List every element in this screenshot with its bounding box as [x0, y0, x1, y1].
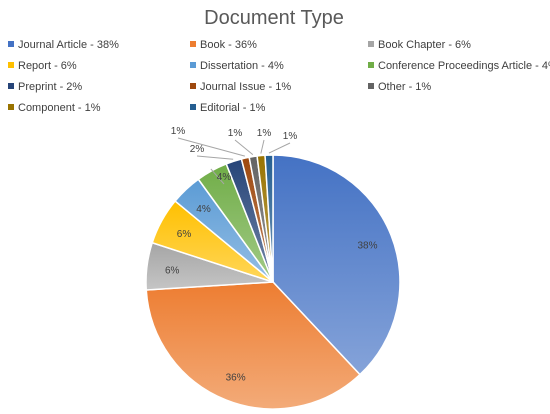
legend-label-component: Component - 1%: [18, 102, 101, 114]
chart-title: Document Type: [204, 7, 344, 29]
leader-line-component: [260, 139, 265, 154]
legend-item-journal-article: Journal Article - 38%: [8, 39, 119, 51]
slice-editorial: [264, 154, 274, 283]
slice-journal-article: [272, 154, 401, 376]
leader-line-preprint: [196, 155, 234, 160]
legend-swatch-editorial: [190, 104, 196, 110]
legend-item-book: Book - 36%: [190, 39, 257, 51]
legend: Journal Article - 38% Book - 36% Book Chap…: [8, 39, 550, 114]
legend-item-preprint: Preprint - 2%: [8, 81, 82, 93]
data-label-preprint: 2%: [190, 144, 205, 155]
legend-swatch-journal-issue: [190, 83, 196, 89]
legend-swatch-report: [8, 62, 14, 68]
legend-label-journal-article: Journal Article - 38%: [18, 39, 119, 51]
leader-line-editorial: [268, 142, 291, 154]
legend-label-report: Report - 6%: [18, 60, 77, 72]
data-labels: 38% 36% 6% 6% 4% 4% 2% 1% 1% 1% 1%: [165, 126, 378, 384]
legend-label-journal-issue: Journal Issue - 1%: [200, 81, 291, 93]
data-label-journal-article: 38%: [357, 241, 377, 252]
legend-label-dissertation: Dissertation - 4%: [200, 60, 284, 72]
legend-swatch-component: [8, 104, 14, 110]
legend-swatch-dissertation: [190, 62, 196, 68]
legend-item-editorial: Editorial - 1%: [190, 102, 266, 114]
data-label-other: 1%: [228, 128, 243, 139]
legend-swatch-preprint: [8, 83, 14, 89]
legend-swatch-other: [368, 83, 374, 89]
data-label-editorial: 1%: [283, 131, 298, 142]
data-label-dissertation: 4%: [196, 204, 211, 215]
legend-item-other: Other - 1%: [368, 81, 431, 93]
data-label-conference-proceedings-article: 4%: [217, 172, 232, 183]
legend-label-book-chapter: Book Chapter - 6%: [378, 39, 471, 51]
legend-item-dissertation: Dissertation - 4%: [190, 60, 284, 72]
leader-lines: [177, 137, 291, 185]
leader-line-journal-issue: [177, 137, 245, 157]
legend-label-editorial: Editorial - 1%: [200, 102, 266, 114]
pie-slices: [145, 154, 401, 410]
legend-swatch-journal-article: [8, 41, 14, 47]
leader-line-conference-proceedings-article: [210, 168, 225, 185]
leader-line-other: [234, 139, 254, 155]
legend-swatch-book-chapter: [368, 41, 374, 47]
legend-swatch-book: [190, 41, 196, 47]
data-label-journal-issue: 1%: [171, 126, 186, 137]
legend-item-report: Report - 6%: [8, 60, 77, 72]
legend-item-component: Component - 1%: [8, 102, 101, 114]
legend-item-book-chapter: Book Chapter - 6%: [368, 39, 471, 51]
slice-book: [145, 281, 362, 410]
data-label-book: 36%: [226, 373, 246, 384]
legend-item-journal-issue: Journal Issue - 1%: [190, 81, 291, 93]
legend-label-other: Other - 1%: [378, 81, 431, 93]
legend-item-conference-proceedings-article: Conference Proceedings Article - 4%: [368, 60, 550, 72]
data-label-component: 1%: [257, 128, 272, 139]
data-label-book-chapter: 6%: [165, 265, 180, 276]
data-label-report: 6%: [177, 229, 192, 240]
legend-label-preprint: Preprint - 2%: [18, 81, 82, 93]
legend-swatch-conference-proceedings-article: [368, 62, 374, 68]
legend-label-book: Book - 36%: [200, 39, 257, 51]
legend-label-conference-proceedings-article: Conference Proceedings Article - 4%: [378, 60, 550, 72]
